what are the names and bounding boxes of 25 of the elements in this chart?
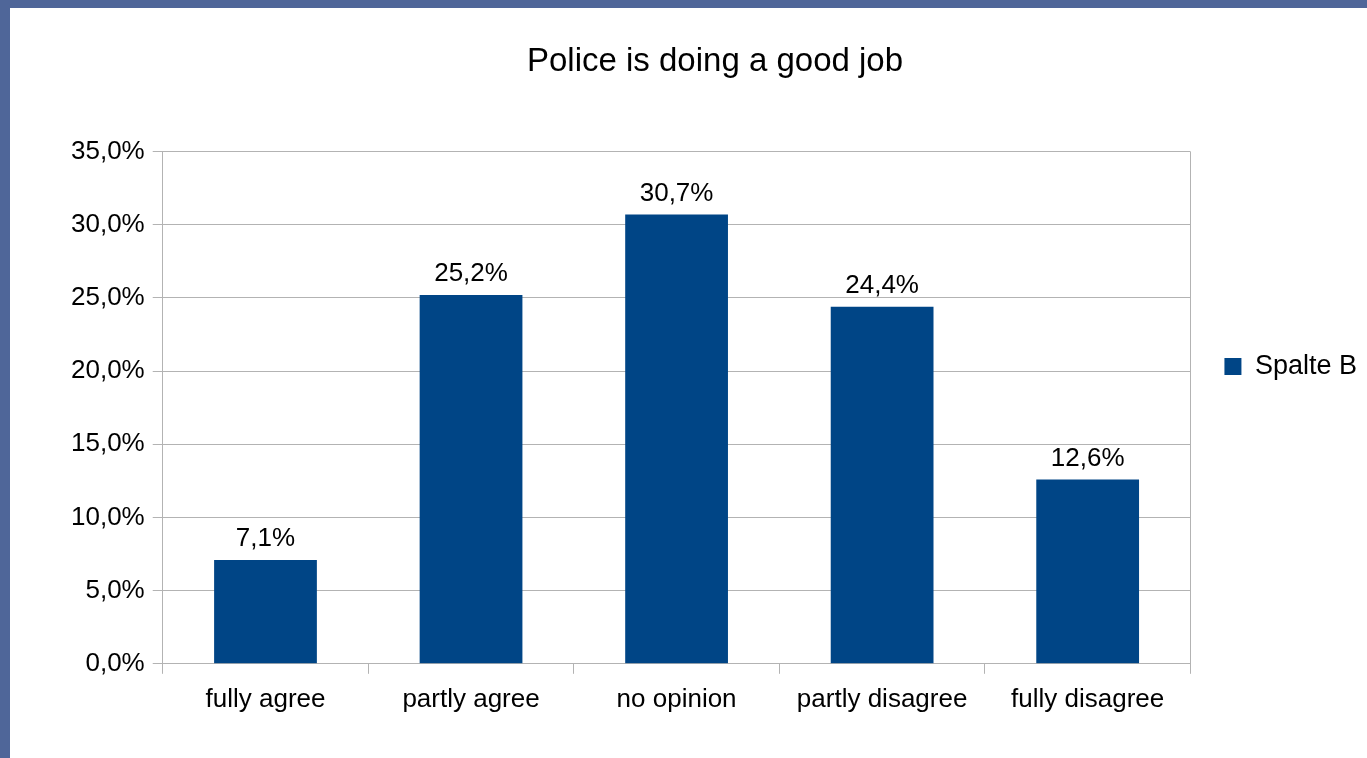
legend-label: Spalte B — [1254, 349, 1358, 380]
y-tick-label: 5,0% — [85, 573, 145, 604]
bar — [214, 559, 317, 664]
y-tick-label: 0,0% — [85, 646, 145, 677]
bar — [625, 214, 728, 664]
bar — [419, 295, 523, 664]
chart-title: Police is doing a good job — [526, 40, 904, 78]
y-tick-label: 20,0% — [70, 354, 145, 385]
x-tick-label: no opinion — [616, 682, 737, 713]
bar — [830, 306, 934, 664]
y-tick-label: 25,0% — [70, 281, 145, 312]
x-tick-label: partly agree — [402, 682, 540, 713]
y-tick-label: 35,0% — [70, 134, 145, 165]
x-tick-label: fully agree — [205, 682, 326, 713]
y-tick-label: 30,0% — [70, 207, 145, 238]
data-label: 25,2% — [434, 257, 508, 288]
data-label: 12,6% — [1050, 441, 1125, 472]
x-tick-label: partly disagree — [796, 682, 968, 713]
y-tick-label: 15,0% — [70, 427, 145, 458]
data-label: 7,1% — [235, 522, 296, 553]
data-label: 24,4% — [845, 268, 919, 299]
data-label: 30,7% — [639, 176, 714, 207]
x-tick-label: fully disagree — [1011, 682, 1165, 713]
bar — [1036, 479, 1140, 664]
y-tick-label: 10,0% — [70, 500, 145, 531]
